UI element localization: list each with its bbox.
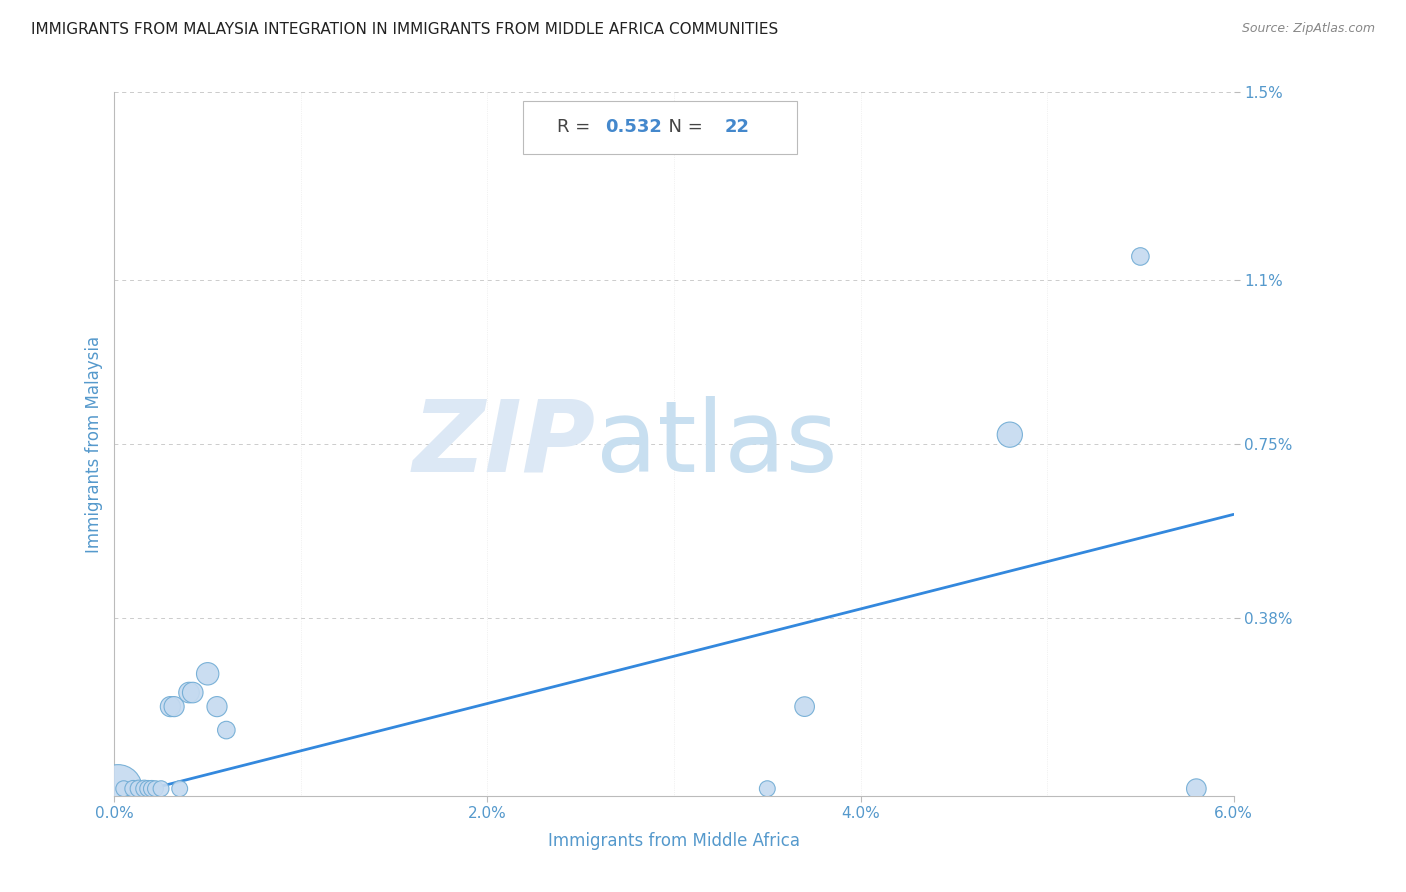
- Point: [1129, 250, 1152, 264]
- Text: atlas: atlas: [596, 395, 838, 492]
- Point: [205, 699, 228, 714]
- Point: [134, 781, 156, 796]
- FancyBboxPatch shape: [523, 101, 797, 153]
- Point: [756, 781, 779, 796]
- Point: [998, 427, 1021, 442]
- Point: [793, 699, 815, 714]
- X-axis label: Immigrants from Middle Africa: Immigrants from Middle Africa: [548, 832, 800, 850]
- Point: [145, 781, 167, 796]
- Point: [163, 699, 186, 714]
- Text: ZIP: ZIP: [413, 395, 596, 492]
- Text: 22: 22: [724, 118, 749, 136]
- Point: [112, 781, 135, 796]
- Point: [177, 685, 200, 699]
- Point: [107, 781, 129, 796]
- Text: R =: R =: [557, 118, 596, 136]
- Point: [169, 781, 191, 796]
- Text: 0.532: 0.532: [605, 118, 661, 136]
- Point: [1185, 781, 1208, 796]
- Text: IMMIGRANTS FROM MALAYSIA INTEGRATION IN IMMIGRANTS FROM MIDDLE AFRICA COMMUNITIE: IMMIGRANTS FROM MALAYSIA INTEGRATION IN …: [31, 22, 778, 37]
- Point: [181, 685, 204, 699]
- Point: [159, 699, 181, 714]
- Y-axis label: Immigrants from Malaysia: Immigrants from Malaysia: [86, 335, 103, 553]
- Point: [197, 666, 219, 681]
- Point: [122, 781, 145, 796]
- Text: N =: N =: [657, 118, 709, 136]
- Text: Source: ZipAtlas.com: Source: ZipAtlas.com: [1241, 22, 1375, 36]
- Point: [150, 781, 173, 796]
- Point: [141, 781, 163, 796]
- Point: [128, 781, 150, 796]
- Point: [215, 723, 238, 737]
- Point: [136, 781, 159, 796]
